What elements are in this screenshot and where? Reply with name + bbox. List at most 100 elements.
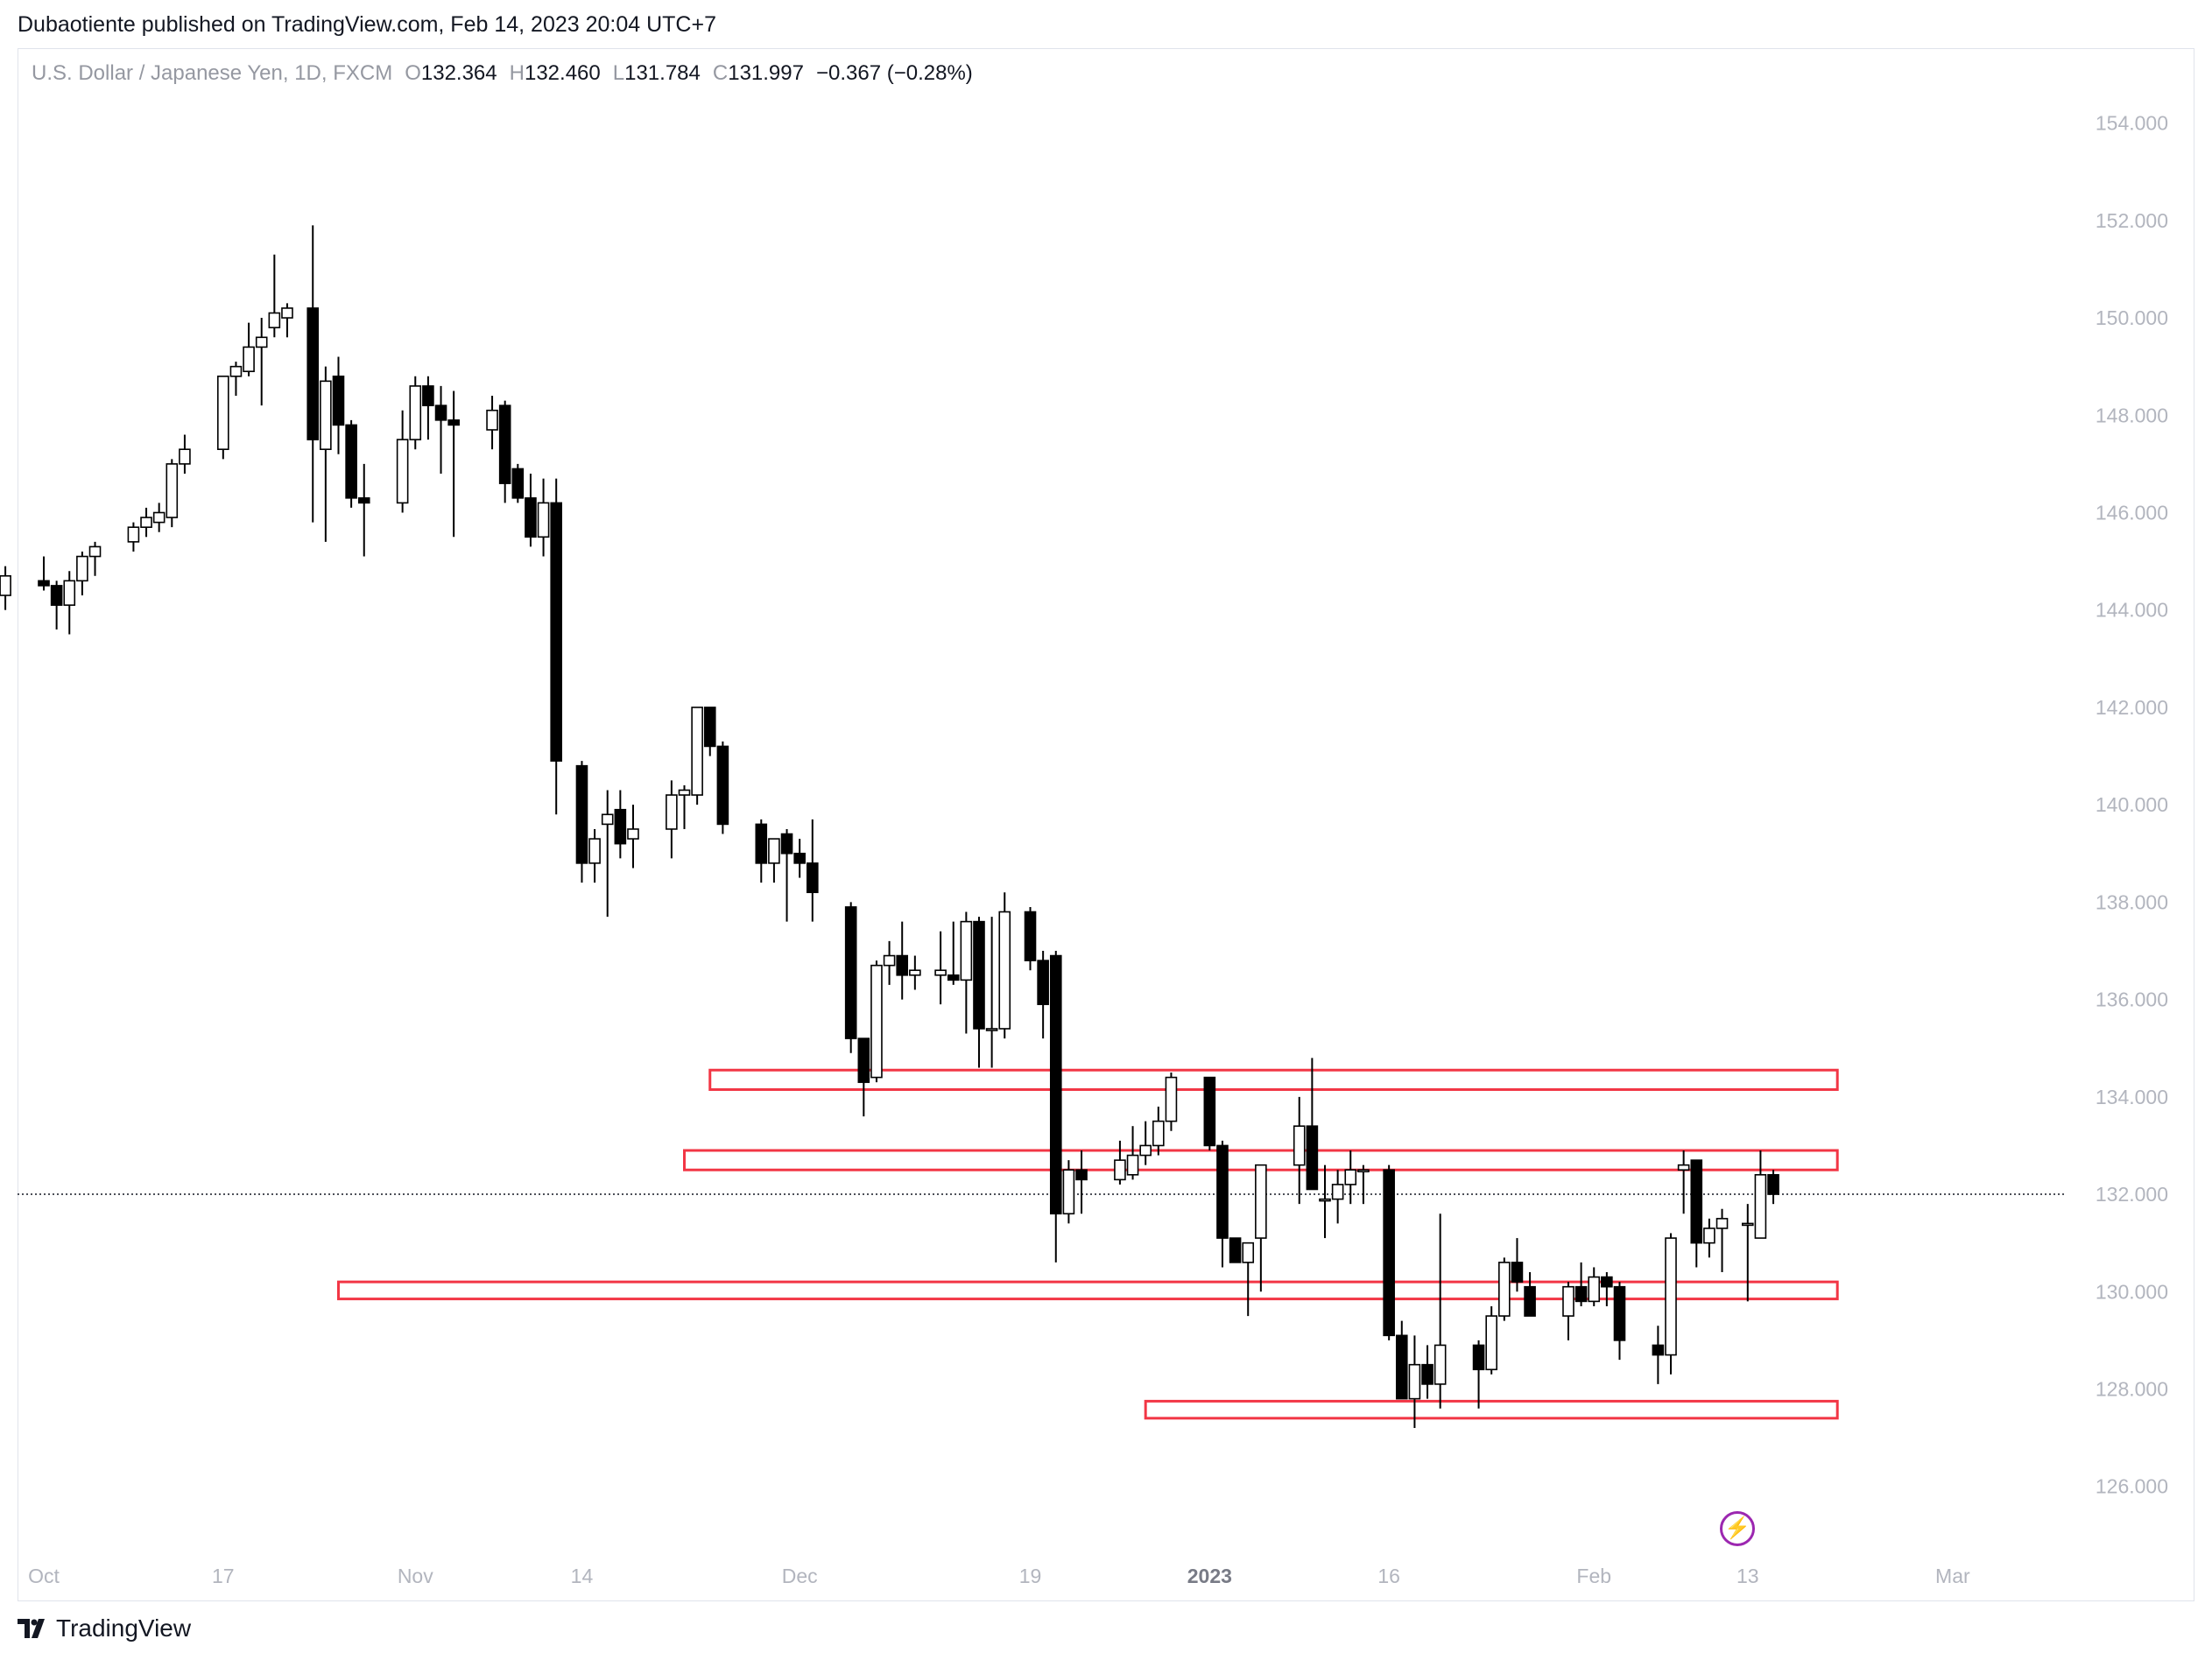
candle-body-up (883, 954, 896, 967)
x-tick-label: 16 (1377, 1565, 1400, 1587)
low-label: L (612, 61, 625, 85)
candle-body-up (985, 1028, 998, 1031)
candle-body-down (1049, 954, 1062, 1215)
brand-name: TradingView (56, 1614, 192, 1642)
candle-body-up (1715, 1218, 1729, 1229)
candle-body-down (1613, 1285, 1626, 1341)
candle-body-up (1703, 1227, 1715, 1244)
support-resistance-zone (1144, 1399, 1839, 1420)
candle-body-up (1434, 1344, 1447, 1385)
change-value: −0.367 (−0.28%) (815, 61, 973, 85)
x-tick-label: Feb (1576, 1565, 1611, 1587)
candle-body-up (320, 380, 332, 451)
candle-body-up (409, 385, 422, 440)
y-tick-label: 144.000 (2096, 599, 2168, 622)
y-tick-label: 146.000 (2096, 501, 2168, 524)
y-tick-label: 142.000 (2096, 696, 2168, 719)
lightning-icon[interactable]: ⚡ (1720, 1511, 1755, 1546)
candle-body-down (857, 1038, 870, 1083)
candle-body-up (127, 526, 140, 543)
candle-body-down (1472, 1344, 1485, 1371)
x-tick-label: Dec (782, 1565, 818, 1587)
y-tick-label: 152.000 (2096, 209, 2168, 232)
candle-body-down (511, 468, 525, 499)
x-tick-label: Oct (28, 1565, 60, 1587)
y-tick-label: 140.000 (2096, 793, 2168, 816)
candle-body-down (1601, 1276, 1613, 1288)
candle-body-down (973, 920, 985, 1030)
candle-body-up (998, 911, 1011, 1030)
candle-body-up (396, 439, 409, 504)
candle-body-down (1216, 1144, 1229, 1239)
candle-body-up (140, 517, 152, 528)
candle-body-up (537, 502, 550, 538)
candle-body-up (243, 346, 255, 373)
support-resistance-zone (336, 1280, 1839, 1301)
candle-body-up (1498, 1262, 1511, 1317)
candle-body-down (1652, 1344, 1665, 1356)
candle-body-up (601, 813, 614, 826)
candle-body-down (1421, 1363, 1434, 1385)
chart-frame (18, 48, 2194, 1601)
y-tick-label: 150.000 (2096, 306, 2168, 329)
candle-body-down (1024, 911, 1037, 961)
candle-body-up (486, 409, 498, 431)
symbol-legend: U.S. Dollar / Japanese Yen, 1D, FXCM O132… (32, 61, 973, 86)
tradingview-logo-icon (18, 1619, 45, 1638)
candle-body-up (268, 312, 281, 328)
candle-body-up (1754, 1173, 1767, 1239)
brand-footer[interactable]: TradingView (18, 1614, 191, 1642)
candle-body-up (1741, 1222, 1754, 1227)
candle-body-up (870, 964, 883, 1079)
candle-body-down (550, 502, 563, 762)
candle-body-up (152, 511, 166, 524)
candle-body-up (1562, 1285, 1574, 1317)
candle-body-down (498, 404, 511, 484)
candle-body-down (357, 497, 370, 504)
candle-body-up (1242, 1241, 1255, 1263)
candle-body-down (793, 852, 806, 864)
candle-body-down (1511, 1262, 1524, 1283)
candle-body-up (1588, 1276, 1601, 1303)
candle-body-down (447, 419, 460, 426)
y-tick-label: 138.000 (2096, 890, 2168, 913)
candle-body-up (768, 838, 780, 864)
candle-body-down (1690, 1159, 1703, 1244)
y-tick-label: 136.000 (2096, 988, 2168, 1011)
y-tick-label: 132.000 (2096, 1183, 2168, 1206)
candlestick-chart[interactable]: 154.000 152.000 150.000 148.000 146.000 144.0… (0, 0, 2212, 1611)
candle-body-down (947, 974, 960, 981)
open-value: 132.364 (420, 61, 497, 85)
candle-body-down (345, 424, 357, 499)
candle-body-up (960, 920, 973, 981)
candle-body-down (1524, 1285, 1536, 1317)
close-value: 131.997 (728, 61, 804, 85)
x-tick-label: Mar (1935, 1565, 1970, 1587)
candle-body-up (179, 448, 191, 465)
x-tick-label: 17 (212, 1565, 235, 1587)
candle-body-down (1395, 1334, 1408, 1400)
candle-body-up (1485, 1315, 1497, 1371)
y-tick-label: 148.000 (2096, 404, 2168, 426)
candle-body-down (332, 375, 345, 426)
candle-body-down (1574, 1285, 1588, 1303)
x-tick-label: 13 (1736, 1565, 1759, 1587)
candle-body-up (1665, 1237, 1677, 1356)
candle-body-up (1344, 1169, 1357, 1185)
candle-body-up (76, 555, 88, 582)
y-tick-label: 154.000 (2096, 112, 2168, 135)
x-tick-label: 19 (1019, 1565, 1042, 1587)
candle-body-down (1383, 1169, 1395, 1337)
symbol-name: U.S. Dollar / Japanese Yen, 1D, FXCM (32, 61, 393, 85)
y-tick-label: 128.000 (2096, 1377, 2168, 1400)
candle-body-up (1114, 1159, 1126, 1181)
candle-body-down (525, 497, 537, 538)
candle-body-down (422, 385, 434, 406)
candle-body-down (614, 808, 627, 845)
candle-body-up (666, 794, 678, 830)
candle-body-up (627, 828, 639, 840)
candle-body-down (755, 823, 768, 864)
candle-body-up (691, 707, 703, 796)
candle-body-down (38, 580, 50, 587)
candle-body-up (678, 789, 691, 796)
